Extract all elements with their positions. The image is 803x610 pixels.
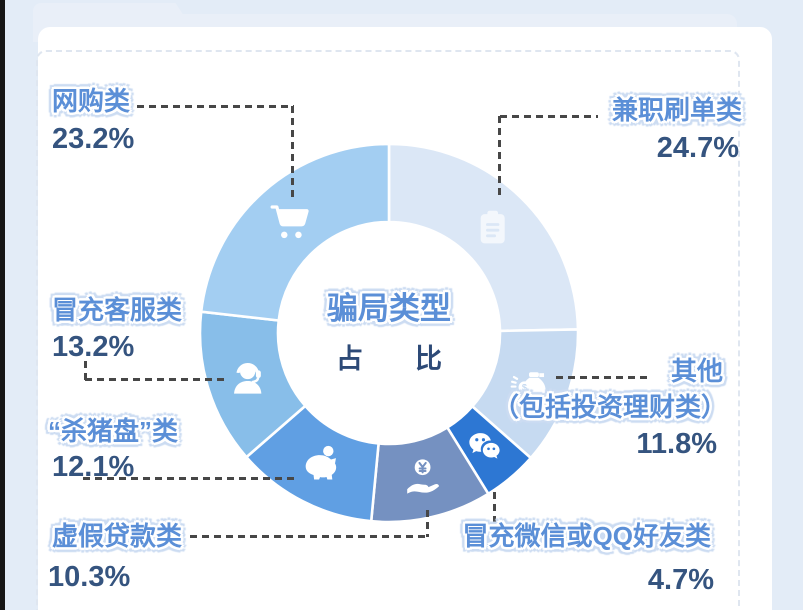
pct-pig-butchering: 12.1% [52, 451, 135, 483]
leader-online-shopping-v [291, 106, 294, 201]
pct-parttime-brushing: 24.7% [656, 132, 739, 164]
leader-fake-loan-h [190, 535, 428, 538]
leader-other-h [556, 376, 652, 379]
clipboard-icon [480, 210, 505, 244]
decorative-dashed-border [36, 50, 740, 610]
leader-parttime-h [500, 115, 598, 118]
leader-customer-service-h [85, 378, 225, 381]
label-parttime-brushing: 兼职刷单类 [611, 95, 742, 125]
chart-center-subtitle: 占比 [336, 337, 442, 376]
donut-segment [199, 142, 391, 322]
chart-center-subtitle-char: 占 [336, 344, 363, 374]
leader-parttime-v [498, 116, 501, 200]
label-online-shopping: 网购类 [52, 86, 131, 116]
pct-online-shopping: 23.2% [52, 123, 135, 155]
leader-wechat-qq-v [493, 492, 496, 527]
pct-customer-service: 13.2% [52, 331, 135, 363]
chart-center-title: 骗局类型 [327, 291, 451, 326]
label-other-paren: （包括投资理财类） [492, 392, 727, 422]
pct-other: 11.8% [636, 428, 717, 460]
left-edge-strip [0, 0, 5, 610]
label-wechat-qq-friend: 冒充微信或QQ好友类 [462, 521, 711, 551]
leader-customer-service-v [84, 361, 87, 380]
leader-pig-butchering-h [83, 477, 299, 480]
label-fake-loan: 虚假贷款类 [52, 521, 183, 551]
leader-online-shopping-h [137, 105, 294, 108]
pct-fake-loan: 10.3% [48, 561, 131, 593]
donut-segments [198, 142, 580, 524]
leader-fake-loan-v [426, 510, 429, 537]
label-pig-butchering: “杀猪盘”类 [48, 416, 179, 446]
label-other: 其他 [670, 356, 723, 386]
label-customer-service: 冒充客服类 [52, 295, 183, 325]
chart-center-subtitle-char: 比 [415, 344, 442, 374]
pct-wechat-qq-friend: 4.7% [647, 564, 714, 596]
